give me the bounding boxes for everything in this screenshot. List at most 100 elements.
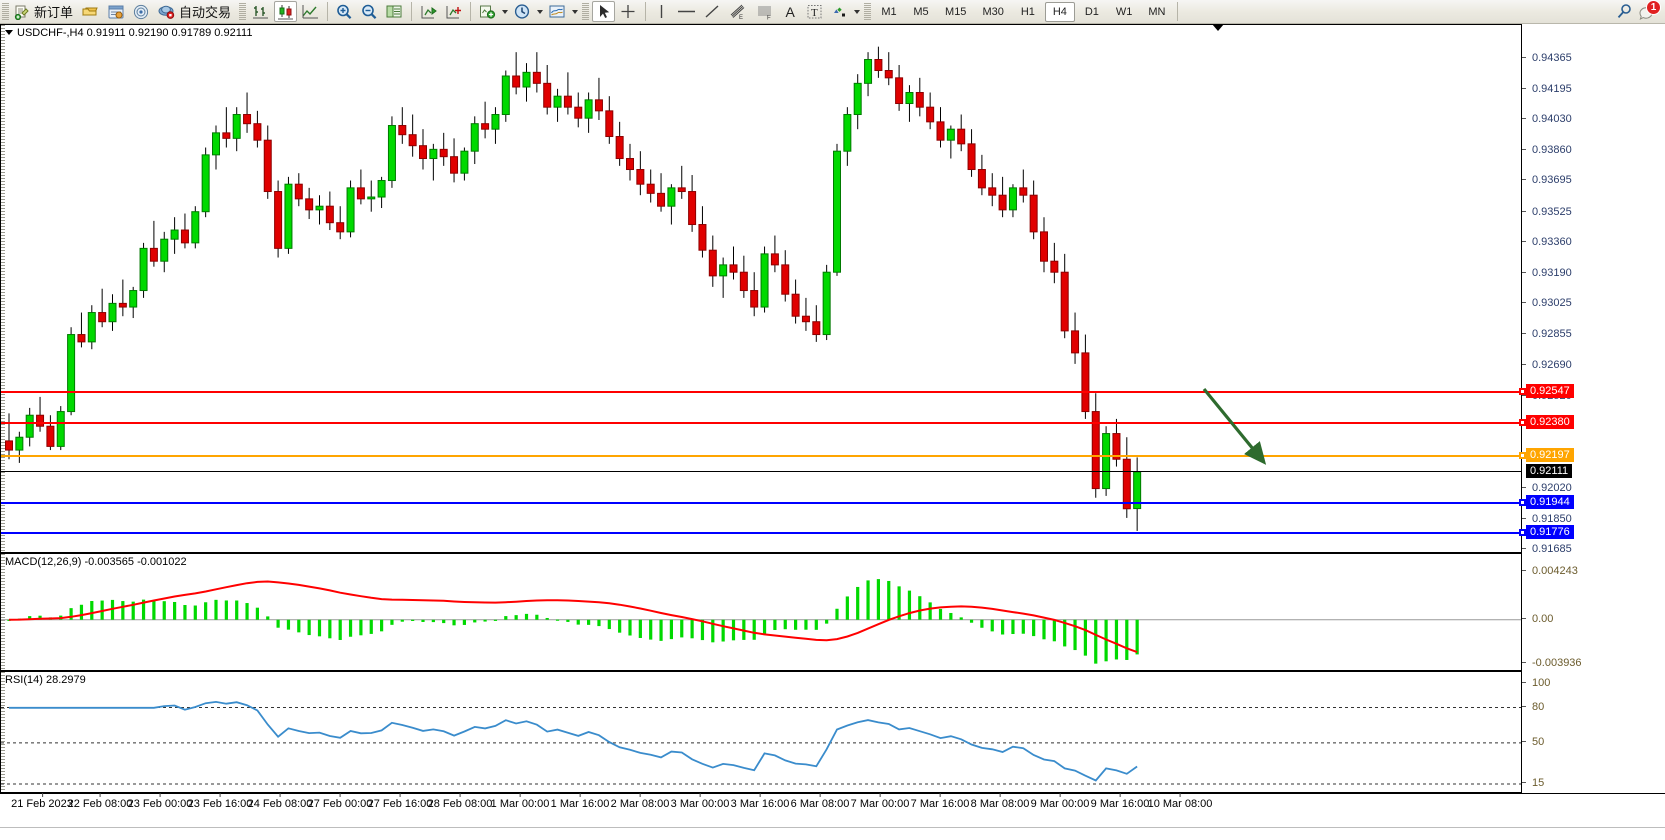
bar-chart-button[interactable] (249, 1, 272, 22)
timeframe-h1[interactable]: H1 (1020, 5, 1035, 18)
time-axis[interactable]: 21 Feb 2023 22 Feb 08:00 23 Feb 00:00 23 Fe… (0, 793, 1665, 840)
price-level-chip-0.92197[interactable]: 0.92197 (1526, 448, 1574, 463)
trendline-button[interactable] (701, 1, 724, 22)
current-price-chip-0.92111[interactable]: 0.92111 (1526, 463, 1573, 478)
timeframe-m30[interactable]: M30 (982, 5, 1004, 18)
candle-body-bearish (812, 321, 821, 336)
timeframe-h4[interactable]: H4 (1044, 1, 1075, 22)
shapes-button[interactable] (828, 1, 851, 22)
price-panel[interactable]: USDCHF-,H4 0.91911 0.92190 0.91789 0.921… (0, 24, 1526, 553)
symbol-dropdown-caret-icon[interactable] (5, 29, 13, 35)
candle-body-bearish (926, 106, 935, 123)
toolbar-grip-3[interactable] (582, 2, 590, 21)
macd-histogram-bar (359, 619, 363, 636)
chart-shift-icon (421, 6, 437, 19)
price-axis[interactable]: 0.94365 0.94195 0.94030 0.93860 0.93695 0.935… (1521, 24, 1665, 793)
candle-body-bullish (346, 187, 355, 233)
macd-panel-grip[interactable] (1, 554, 5, 670)
horizontal-line-button[interactable] (674, 1, 699, 22)
macd-histogram-bar (28, 616, 32, 620)
macd-series (1, 579, 1522, 664)
data-window-button[interactable] (105, 1, 128, 22)
autotrading-label: 自动交易 (179, 5, 232, 20)
candlestick-chart-button[interactable] (274, 1, 298, 22)
candle-body-bearish (243, 114, 252, 125)
chart-area[interactable]: USDCHF-,H4 0.91911 0.92190 0.91789 0.921… (0, 24, 1665, 840)
macd-panel[interactable]: MACD(12,26,9) -0.003565 -0.001022 (0, 553, 1522, 671)
toolbar-grip-2[interactable] (239, 2, 247, 21)
toolbar-grip[interactable] (2, 2, 9, 21)
timeframe-m5[interactable]: M5 (913, 5, 929, 18)
shapes-chevron-down-icon[interactable] (854, 9, 861, 14)
chart-collapse-caret-icon[interactable] (1212, 24, 1224, 32)
macd-histogram-bar (90, 601, 94, 620)
timeframes-chevron-down-icon[interactable] (537, 9, 544, 14)
candle-body-bearish (957, 128, 966, 145)
tile-windows-button[interactable] (383, 1, 406, 22)
level-line-handle[interactable] (1519, 452, 1526, 460)
text-button[interactable]: A (780, 1, 801, 22)
candle-body-bearish (708, 249, 717, 277)
auto-scroll-icon (446, 6, 462, 19)
timeframe-d1[interactable]: D1 (1084, 5, 1099, 18)
notification-button[interactable]: 1 (1637, 0, 1661, 22)
zoom-out-button[interactable] (358, 1, 381, 22)
crosshair-button[interactable] (617, 1, 640, 22)
vertical-line-button[interactable] (651, 1, 672, 22)
macd-histogram-bar (659, 619, 663, 641)
candle-body-bearish (1122, 458, 1131, 510)
timeframes-button[interactable] (511, 1, 534, 22)
macd-histogram-bar (949, 612, 953, 620)
level-line-stroke (1, 501, 1522, 504)
equidistant-channel-button[interactable]: E (726, 1, 751, 22)
templates-chevron-down-icon[interactable] (572, 9, 579, 14)
autotrading-button[interactable]: 自动交易 (155, 1, 236, 22)
new-order-button[interactable]: 新订单 (12, 1, 78, 22)
candle-body-bearish (263, 139, 272, 193)
search-button[interactable] (1613, 1, 1636, 22)
rsi-panel[interactable]: RSI(14) 28.2979 (0, 671, 1522, 793)
macd-histogram-bar (286, 619, 291, 630)
time-axis-tick: 7 Mar 16:00 (910, 793, 970, 810)
add-indicator-chevron-down-icon[interactable] (502, 9, 509, 14)
candle-body-bullish (284, 183, 293, 249)
candle-body-bullish (25, 414, 34, 438)
timeframe-m1[interactable]: M1 (881, 5, 897, 18)
zoom-in-button[interactable] (333, 1, 356, 22)
candle-body-bearish (626, 158, 634, 171)
macd-histogram-bar (628, 619, 632, 636)
templates-button[interactable] (546, 1, 569, 22)
text-label-button[interactable]: T (803, 1, 826, 22)
price-level-chip-0.92547[interactable]: 0.92547 (1526, 383, 1574, 398)
price-level-chip-0.91944[interactable]: 0.91944 (1526, 494, 1574, 509)
timeframe-m15[interactable]: M15 (945, 5, 967, 18)
fibonacci-button[interactable]: F (753, 1, 778, 22)
level-line-handle[interactable] (1519, 387, 1526, 395)
time-axis-tick: 1 Mar 16:00 (550, 793, 610, 810)
add-indicator-button[interactable] (476, 1, 499, 22)
candle-body-bearish (336, 222, 345, 233)
svg-text:T: T (811, 7, 818, 19)
toolbar-grip-4[interactable] (864, 2, 872, 21)
timeframe-mn[interactable]: MN (1148, 5, 1166, 18)
candle-body-bearish (532, 71, 541, 84)
price-panel-grip[interactable] (1, 25, 5, 552)
folder-button[interactable] (80, 1, 103, 22)
macd-histogram-bar (38, 615, 42, 620)
level-line-handle[interactable] (1519, 418, 1526, 426)
signal-button[interactable] (130, 1, 153, 22)
level-line-handle[interactable] (1519, 498, 1526, 506)
macd-histogram-bar (152, 600, 156, 620)
price-level-chip-0.92380[interactable]: 0.92380 (1526, 414, 1574, 429)
candle-body-bearish (977, 169, 986, 189)
price-level-chip-0.91776[interactable]: 0.91776 (1526, 525, 1574, 540)
cursor-button[interactable] (592, 1, 616, 22)
down-trend-arrow[interactable] (1196, 381, 1316, 471)
level-line-handle[interactable] (1519, 529, 1526, 537)
chart-shift-button[interactable] (417, 1, 440, 22)
timeframe-w1[interactable]: W1 (1115, 5, 1133, 18)
line-chart-button[interactable] (299, 1, 322, 22)
macd-histogram-bar (555, 619, 560, 621)
rsi-panel-grip[interactable] (1, 672, 5, 792)
auto-scroll-button[interactable] (442, 1, 465, 22)
